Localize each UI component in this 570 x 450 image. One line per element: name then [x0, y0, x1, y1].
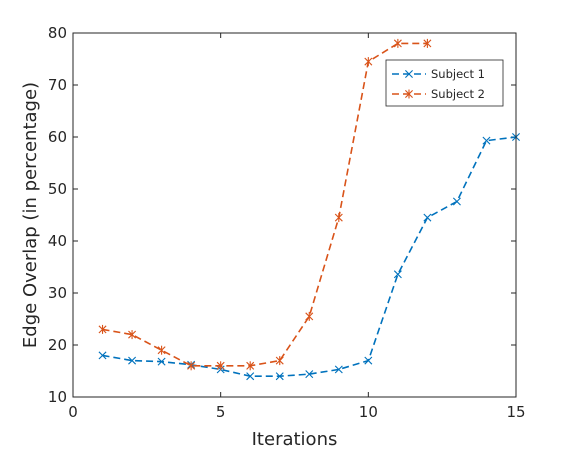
x-tick-label: 10: [359, 403, 378, 421]
series-line: [102, 42, 428, 367]
x-tick-label: 15: [506, 403, 525, 421]
data-point: [98, 351, 107, 360]
data-point: [482, 136, 491, 145]
data-point: [157, 345, 166, 355]
data-point: [305, 311, 314, 321]
x-axis-ticks: 0 5 10 15: [68, 33, 526, 421]
legend-item: Subject 2: [392, 87, 485, 101]
legend-marker: [405, 70, 413, 78]
data-point: [275, 356, 284, 366]
data-point: [364, 356, 373, 365]
y-tick-label: 40: [48, 232, 67, 250]
x-axis-label: Iterations: [252, 429, 338, 450]
series-2: [98, 38, 432, 371]
y-tick-label: 60: [48, 128, 67, 146]
data-point: [157, 357, 166, 366]
y-tick-label: 70: [48, 76, 67, 94]
data-point: [393, 38, 402, 48]
data-point: [246, 361, 255, 371]
data-point: [216, 361, 225, 371]
legend-marker: [405, 89, 413, 99]
x-tick-label: 0: [68, 403, 78, 421]
data-point: [305, 370, 314, 379]
axes-box: [72, 32, 517, 398]
legend: Subject 1 Subject 2: [385, 59, 504, 107]
y-tick-label: 80: [48, 24, 67, 42]
data-point: [246, 372, 255, 381]
data-point: [334, 365, 343, 374]
data-point: [393, 270, 402, 279]
data-point: [452, 197, 461, 206]
data-point: [98, 324, 107, 334]
legend-label: Subject 1: [431, 67, 485, 81]
data-point: [187, 361, 196, 371]
data-point: [128, 330, 137, 340]
y-tick-label: 20: [48, 336, 67, 354]
series-line: [102, 136, 517, 378]
data-point: [364, 57, 373, 67]
data-point: [128, 356, 137, 365]
y-tick-label: 50: [48, 180, 67, 198]
legend-item: Subject 1: [392, 67, 485, 81]
data-point: [275, 372, 284, 381]
data-point: [423, 38, 432, 48]
y-axis-label: Edge Overlap (in percentage): [20, 82, 41, 348]
legend-label: Subject 2: [431, 87, 485, 101]
y-tick-label: 10: [48, 388, 67, 406]
data-point: [423, 213, 432, 222]
axes-frame: [72, 32, 517, 398]
legend-box: [385, 59, 504, 107]
y-tick-label: 30: [48, 284, 67, 302]
x-tick-label: 5: [216, 403, 226, 421]
data-point: [334, 213, 343, 223]
